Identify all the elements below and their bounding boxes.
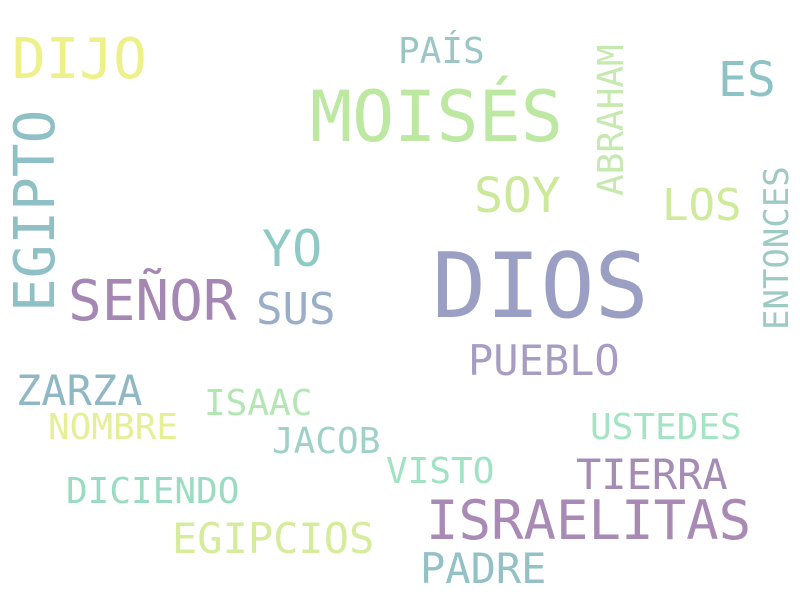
word-egipcios: EGIPCIOS [172,514,375,563]
word-padre: PADRE [420,544,547,593]
word-sus: SUS [256,284,336,335]
word-isaac: ISAAC [204,383,313,424]
word-egipto: EGIPTO [3,109,68,312]
word-moises: MOISÉS [310,76,563,158]
word-abraham: ABRAHAM [591,44,632,196]
word-los: LOS [662,180,742,231]
word-diciendo: DICIENDO [66,471,240,512]
word-dios: DIOS [432,234,649,339]
word-es: ES [718,52,776,108]
word-zarza: ZARZA [16,366,143,415]
word-nombre: NOMBRE [48,407,179,448]
word-soy: SOY [474,168,561,224]
word-pueblo: PUEBLO [468,336,620,385]
word-pais: PAÍS [398,31,485,72]
word-senor: SEÑOR [68,269,237,334]
word-tierra: TIERRA [576,450,728,499]
word-yo: YO [262,220,323,278]
word-visto: VISTO [386,451,495,492]
word-entonces: ENTONCES [757,166,797,330]
word-dijo: DIJO [12,27,147,92]
word-ustedes: USTEDES [590,407,742,448]
word-israelitas: ISRAELITAS [426,489,752,552]
word-jacob: JACOB [272,421,381,462]
